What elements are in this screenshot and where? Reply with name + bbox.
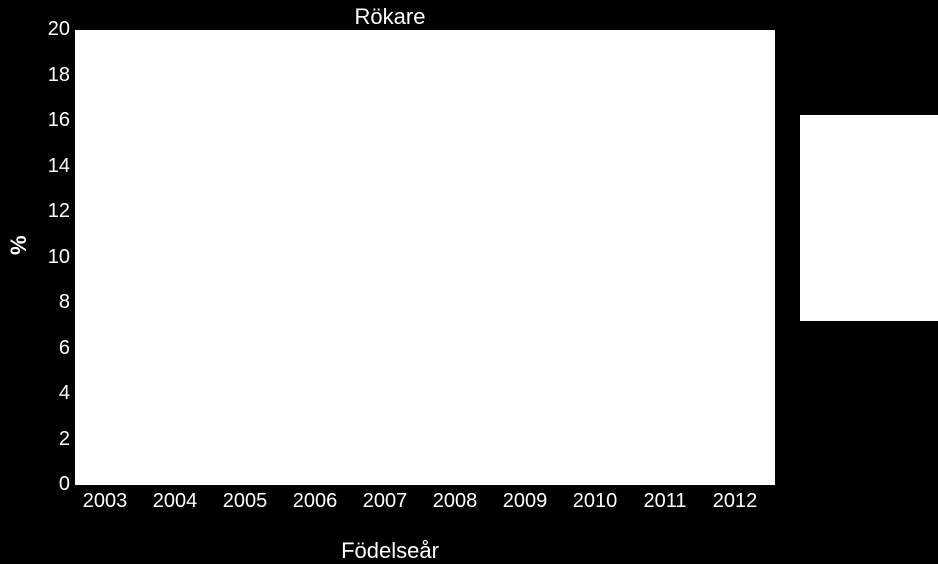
x-tick: 2010 — [565, 490, 625, 513]
y-tick: 2 — [30, 428, 70, 451]
x-tick: 2007 — [355, 490, 415, 513]
x-tick: 2006 — [285, 490, 345, 513]
y-tick: 10 — [30, 246, 70, 269]
y-tick: 18 — [30, 64, 70, 87]
chart-title: Rökare — [0, 4, 780, 30]
x-tick: 2011 — [635, 490, 695, 513]
legend-box — [800, 115, 938, 321]
plot-area — [75, 30, 775, 485]
x-tick: 2005 — [215, 490, 275, 513]
x-axis-label: Födelseår — [0, 538, 780, 564]
x-tick: 2008 — [425, 490, 485, 513]
y-tick: 12 — [30, 200, 70, 223]
y-tick: 8 — [30, 291, 70, 314]
y-tick: 16 — [30, 109, 70, 132]
x-tick: 2009 — [495, 490, 555, 513]
y-tick: 6 — [30, 337, 70, 360]
y-axis-label: % — [6, 235, 32, 255]
y-tick: 4 — [30, 382, 70, 405]
x-tick: 2003 — [75, 490, 135, 513]
x-tick: 2012 — [705, 490, 765, 513]
x-tick: 2004 — [145, 490, 205, 513]
y-tick: 0 — [30, 473, 70, 496]
y-tick: 14 — [30, 155, 70, 178]
y-tick: 20 — [30, 18, 70, 41]
